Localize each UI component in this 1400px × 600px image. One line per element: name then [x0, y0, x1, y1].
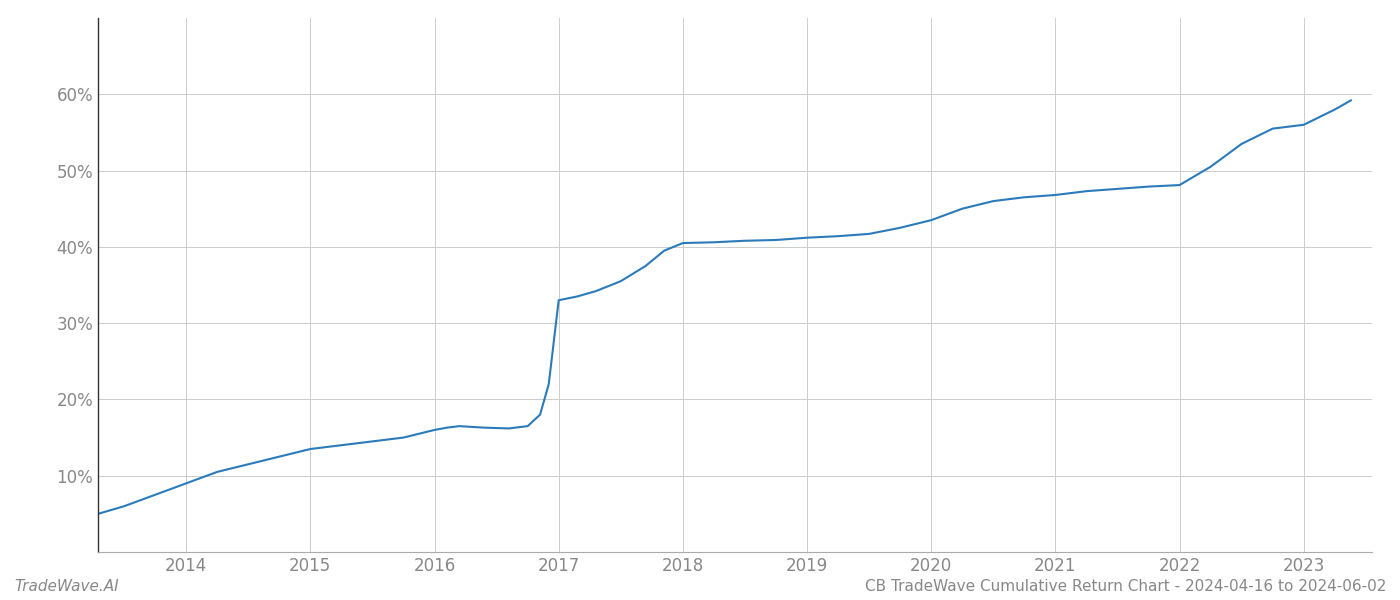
Text: TradeWave.AI: TradeWave.AI [14, 579, 119, 594]
Text: CB TradeWave Cumulative Return Chart - 2024-04-16 to 2024-06-02: CB TradeWave Cumulative Return Chart - 2… [865, 579, 1386, 594]
